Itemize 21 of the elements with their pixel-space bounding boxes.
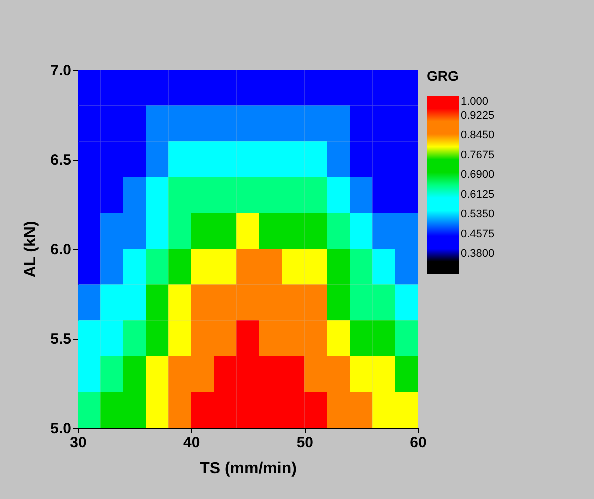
- x-tick-label: 40: [183, 434, 200, 452]
- color-bar-label: 0.6125: [461, 188, 495, 201]
- y-tick-label: 5.5: [50, 331, 72, 348]
- y-tick-label: 6.0: [50, 242, 72, 258]
- color-bar-label: 0.8450: [461, 130, 495, 142]
- y-tick-label: 5.0: [50, 420, 72, 438]
- y-axis-title: AL (kN): [22, 221, 40, 278]
- color-bar-label: 0.9225: [461, 110, 495, 122]
- x-axis-title: TS (mm/min): [200, 460, 297, 478]
- color-bar-label: 0.5350: [461, 208, 495, 221]
- color-bar-label: 0.6900: [461, 169, 495, 182]
- x-tick-label: 50: [296, 434, 314, 452]
- color-bar-label: 1.000: [461, 96, 489, 108]
- color-bar-label: 0.4575: [461, 228, 495, 240]
- x-tick-label: 60: [410, 434, 427, 452]
- legend-title: GRG: [427, 68, 459, 84]
- x-tick-label: 30: [70, 434, 87, 452]
- y-tick-label: 6.5: [50, 152, 72, 169]
- y-tick-label: 7.0: [50, 62, 72, 80]
- color-bar-label: 0.3800: [461, 248, 495, 260]
- color-bar-label: 0.7675: [461, 149, 495, 162]
